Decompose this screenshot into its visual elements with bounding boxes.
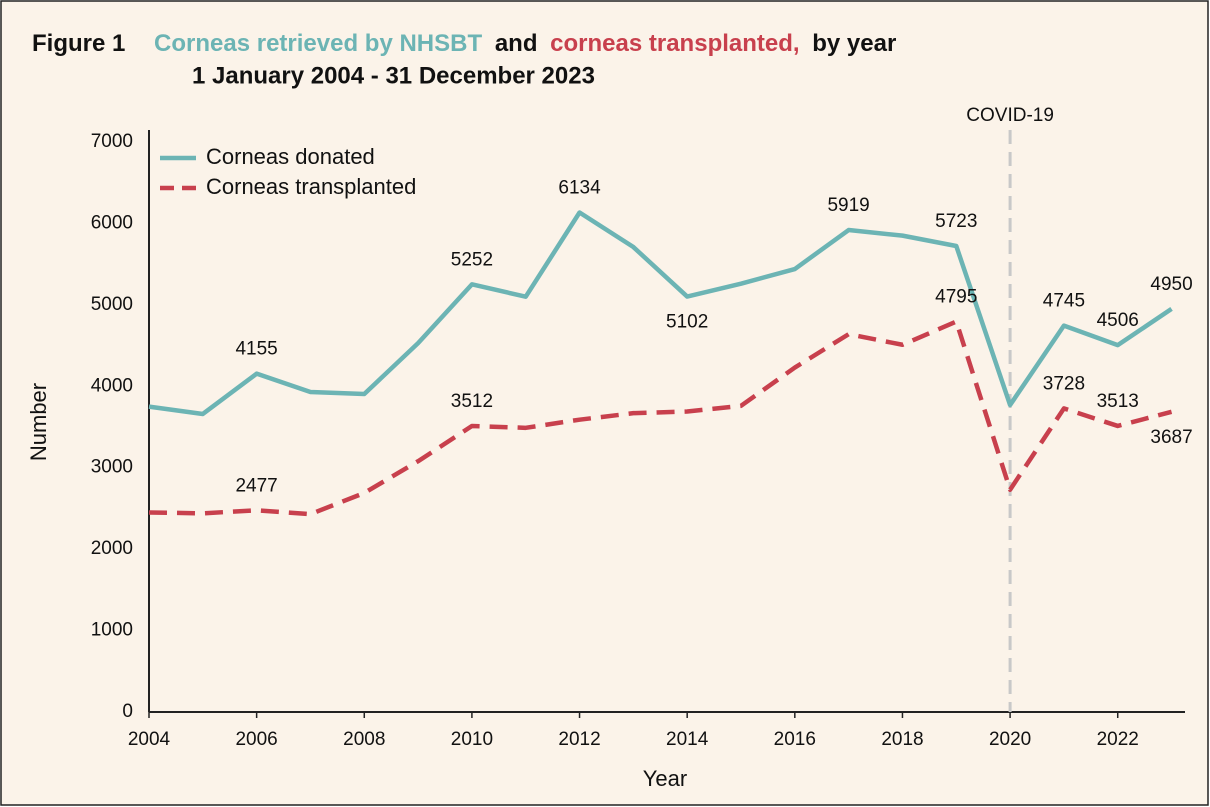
chart-subtitle: 1 January 2004 - 31 December 2023 [192, 62, 595, 89]
series-line [148, 210, 1173, 417]
data-label: 3728 [1043, 373, 1085, 394]
x-tick-label: 2014 [666, 729, 709, 750]
data-label: 4745 [1043, 291, 1085, 312]
data-label: 5252 [451, 249, 493, 270]
y-axis-title: Number [26, 383, 51, 461]
data-label: 6134 [558, 178, 601, 199]
data-label: 4155 [235, 339, 277, 360]
y-tick-label: 3000 [91, 457, 133, 478]
data-label: 3513 [1097, 391, 1139, 412]
data-label: 4950 [1150, 274, 1192, 295]
x-tick-label: 2016 [774, 729, 816, 750]
x-tick-label: 2018 [881, 729, 923, 750]
x-tick-label: 2008 [343, 729, 385, 750]
data-label: 3687 [1150, 427, 1192, 448]
x-tick-label: 2010 [451, 729, 493, 750]
title-part: by year [812, 30, 896, 57]
chart-title: Figure 1 Corneas retrieved by NHSBT and … [32, 30, 896, 57]
y-tick-label: 6000 [91, 212, 133, 233]
title-part: corneas transplanted, [550, 30, 799, 57]
y-tick-label: 4000 [91, 375, 133, 396]
figure-label: Figure 1 [32, 30, 125, 57]
annotation-text: COVID-19 [966, 105, 1054, 126]
title-part: Corneas retrieved by NHSBT [154, 30, 482, 57]
data-label: 2477 [235, 475, 277, 496]
y-tick-label: 7000 [91, 131, 133, 152]
series-line [148, 319, 1173, 517]
x-tick-label: 2006 [235, 729, 277, 750]
y-tick-label: 5000 [91, 294, 133, 315]
data-label: 5102 [666, 312, 708, 333]
data-label: 4506 [1097, 310, 1139, 331]
data-label: 5723 [935, 211, 977, 232]
x-tick-label: 2020 [989, 729, 1031, 750]
y-tick-label: 0 [122, 701, 133, 722]
legend-label: Corneas donated [206, 144, 375, 169]
title-part: and [495, 30, 538, 57]
x-tick-label: 2004 [128, 729, 171, 750]
y-tick-label: 1000 [91, 620, 133, 641]
data-label: 4795 [935, 287, 977, 308]
y-tick-label: 2000 [91, 538, 133, 559]
x-tick-label: 2012 [558, 729, 600, 750]
legend-label: Corneas transplanted [206, 174, 416, 199]
data-label: 3512 [451, 391, 493, 412]
data-label: 5919 [827, 195, 869, 216]
x-tick-label: 2022 [1097, 729, 1139, 750]
x-axis-title: Year [643, 766, 687, 791]
